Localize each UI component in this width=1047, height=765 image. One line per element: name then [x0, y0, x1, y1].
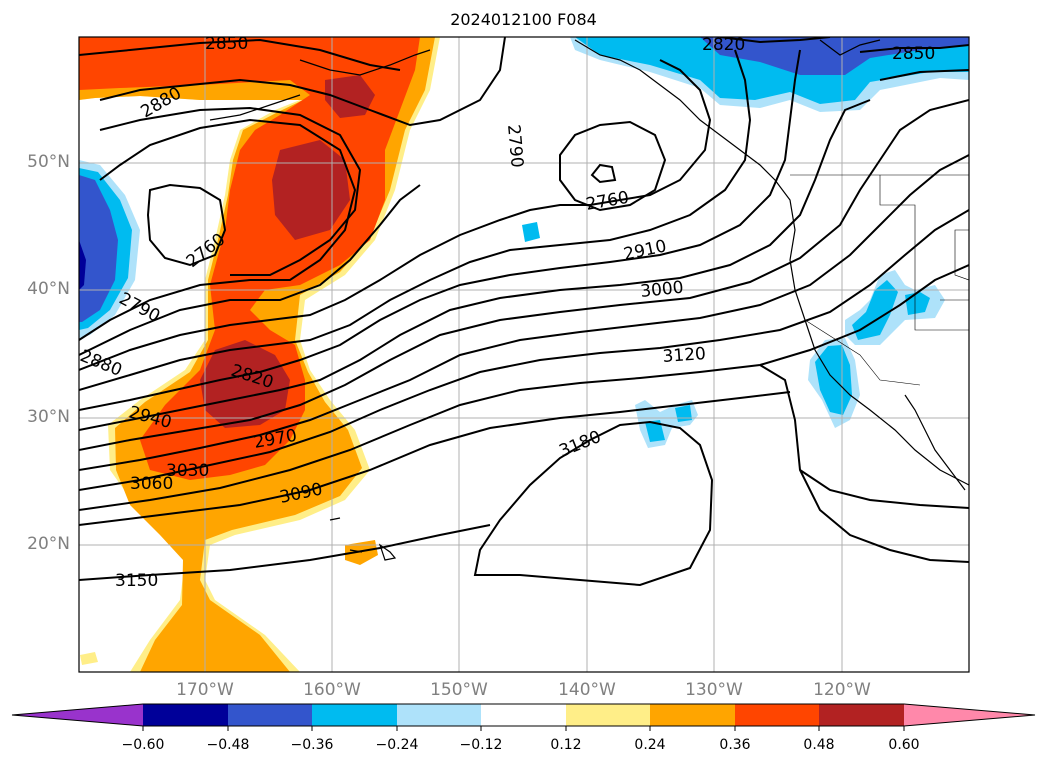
- contour-label-2790-a: 2790: [503, 124, 527, 169]
- political-borders: [790, 174, 969, 386]
- contour-label-2850-a: 2850: [205, 34, 248, 54]
- lon-label-140w: 140°W: [558, 680, 616, 700]
- lat-label-40n: 40°N: [27, 279, 70, 299]
- colorbar: [11, 703, 1036, 731]
- colorbar-tick: −0.12: [459, 737, 503, 753]
- height-contours: [79, 37, 969, 587]
- colorbar-tick: −0.36: [290, 737, 334, 753]
- map-frame: [78, 36, 970, 673]
- contour-label-3120: 3120: [662, 344, 707, 367]
- lat-label-30n: 30°N: [27, 407, 70, 427]
- contour-label-3030: 3030: [166, 461, 209, 481]
- lon-label-170w: 170°W: [176, 680, 234, 700]
- contour-label-2850-b: 2850: [892, 44, 935, 64]
- colorbar-tick: −0.48: [206, 737, 250, 753]
- colorbar-extend-high: [904, 704, 1035, 726]
- colorbar-extend-low: [12, 704, 143, 726]
- colorbar-tick: −0.24: [375, 737, 419, 753]
- lon-label-120w: 120°W: [813, 680, 871, 700]
- contour-label-2820-a: 2820: [702, 35, 745, 55]
- lon-label-130w: 130°W: [685, 680, 743, 700]
- contour-label-3150: 3150: [115, 571, 158, 591]
- lon-label-160w: 160°W: [303, 680, 361, 700]
- map-title: 2024012100 F084: [450, 10, 597, 29]
- colorbar-tick: 0.36: [719, 737, 751, 753]
- map-area: 2850 2880 2820 2850 2790 2760 2910 3000 …: [79, 34, 969, 672]
- colorbar-tick: 0.60: [888, 737, 920, 753]
- colorbar-tick: 0.48: [803, 737, 835, 753]
- colorbar-tick: 0.12: [550, 737, 582, 753]
- contour-label-3060: 3060: [130, 474, 173, 494]
- lat-label-50n: 50°N: [27, 152, 70, 172]
- lon-label-150w: 150°W: [430, 680, 488, 700]
- contour-label-3000: 3000: [639, 278, 684, 302]
- colorbar-tick: 0.24: [634, 737, 666, 753]
- lat-label-20n: 20°N: [27, 534, 70, 554]
- negative-anomaly-fill: [79, 37, 969, 448]
- colorbar-tick: −0.60: [121, 737, 165, 753]
